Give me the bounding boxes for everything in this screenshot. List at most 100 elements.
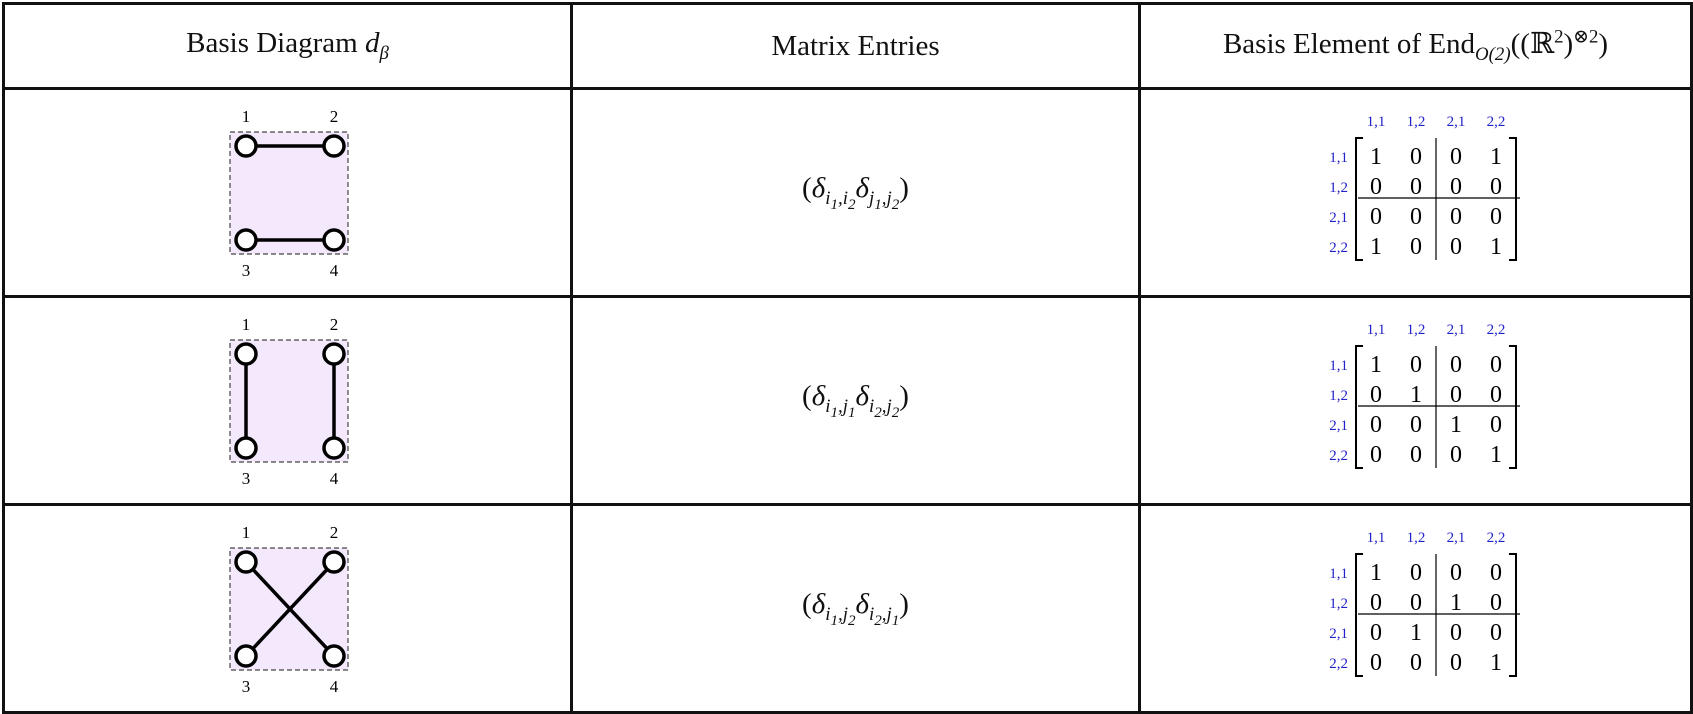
diagram-vertex [233, 436, 258, 460]
left-bracket [1354, 137, 1363, 261]
column-index-label: 2,2 [1486, 322, 1505, 338]
row-index-label: 1,1 [1329, 566, 1348, 582]
matrix-value: 0 [1370, 620, 1382, 646]
header-formula: EndO(2)((ℝ2)⊗2) [1428, 26, 1609, 65]
diagram-vertex [233, 342, 258, 366]
matrix-value: 1 [1450, 412, 1462, 438]
matrix-value: 0 [1370, 382, 1382, 408]
entry-cell: (δi1,j2δi2,j1) [570, 503, 1141, 714]
basis-matrix: 1,1 1,1 1,2 1,2 2,1 2,1 2,2 2,2 1 0 0 0 0 1 0 0 0 0 1 0 0 0 0 1 [1329, 322, 1520, 469]
matrix-value: 0 [1450, 620, 1462, 646]
row-index-label: 2,1 [1329, 626, 1348, 642]
matrix-value: 0 [1410, 560, 1422, 586]
matrix-value: 1 [1370, 352, 1382, 378]
matrix-value: 0 [1490, 352, 1502, 378]
matrix-value: 1 [1370, 560, 1382, 586]
diagram-vertex [233, 134, 258, 158]
header-basis-element: Basis Element of EndO(2)((ℝ2)⊗2) [1138, 2, 1693, 90]
diagram-cell: 1 2 3 4 [2, 295, 573, 506]
diagram-edge [244, 560, 335, 658]
matrix-value: 0 [1410, 234, 1422, 260]
column-index-label: 1,1 [1366, 530, 1385, 546]
basis-matrix: 1,1 1,1 1,2 1,2 2,1 2,1 2,2 2,2 1 0 0 1 0 0 0 0 0 0 0 0 1 0 0 1 [1329, 114, 1520, 261]
row-index-label: 2,2 [1329, 240, 1348, 256]
right-bracket [1508, 345, 1517, 469]
matrix-value: 0 [1410, 352, 1422, 378]
column-index-label: 2,1 [1446, 322, 1465, 338]
matrix-value: 0 [1450, 650, 1462, 676]
diagram-vertex [233, 644, 258, 668]
column-index-label: 1,1 [1366, 114, 1385, 130]
matrix-value: 0 [1450, 382, 1462, 408]
matrix-value: 0 [1450, 174, 1462, 200]
header-symbol: dβ [364, 27, 389, 64]
diagram-vertex [321, 644, 346, 668]
matrix-value: 0 [1410, 590, 1422, 616]
row-index-label: 1,2 [1329, 388, 1348, 404]
left-bracket [1354, 345, 1363, 469]
matrix-value: 0 [1490, 412, 1502, 438]
matrix-value: 0 [1410, 650, 1422, 676]
diagram-vertex [321, 134, 346, 158]
diagram-vertex [321, 436, 346, 460]
matrix-value: 0 [1450, 144, 1462, 170]
matrix-value: 1 [1370, 144, 1382, 170]
column-index-label: 2,2 [1486, 530, 1505, 546]
header-matrix-entries: Matrix Entries [570, 2, 1141, 90]
matrix-cell: 1,1 1,1 1,2 1,2 2,1 2,1 2,2 2,2 1 0 0 0 0 0 1 0 0 1 0 0 0 0 0 1 [1138, 503, 1693, 714]
row-index-label: 1,2 [1329, 596, 1348, 612]
matrix-value: 1 [1490, 234, 1502, 260]
matrix-cell: 1,1 1,1 1,2 1,2 2,1 2,1 2,2 2,2 1 0 0 0 0 1 0 0 0 0 1 0 0 0 0 1 [1138, 295, 1693, 506]
right-bracket [1508, 553, 1517, 677]
diagram-cell: 1 2 3 4 [2, 87, 573, 298]
matrix-value: 0 [1370, 650, 1382, 676]
vertex-label: 2 [329, 523, 338, 542]
basis-matrix: 1,1 1,1 1,2 1,2 2,1 2,1 2,2 2,2 1 0 0 0 0 0 1 0 0 1 0 0 0 0 0 1 [1329, 530, 1520, 677]
row-index-label: 2,2 [1329, 448, 1348, 464]
column-index-label: 2,2 [1486, 114, 1505, 130]
matrix-value: 0 [1490, 174, 1502, 200]
row-index-label: 2,1 [1329, 210, 1348, 226]
matrix-value: 1 [1490, 650, 1502, 676]
diagram-vertex [321, 342, 346, 366]
diagram-vertex [233, 228, 258, 252]
row-index-label: 1,2 [1329, 180, 1348, 196]
diagram-vertex [321, 228, 346, 252]
row-index-label: 2,2 [1329, 656, 1348, 672]
basis-diagram: 1 2 3 4 [228, 523, 349, 696]
matrix-value: 0 [1490, 382, 1502, 408]
table-row: 1 2 3 4 (δi1,j2δi2,j1) 1,1 1,1 1,2 1,2 2,1 2,1 2,… [2, 503, 1693, 714]
vertex-label: 3 [241, 469, 250, 488]
vertex-label: 1 [241, 107, 250, 126]
header-text: Basis Diagram [186, 27, 358, 60]
right-bracket [1508, 137, 1517, 261]
column-index-label: 1,2 [1406, 530, 1425, 546]
header-text: Matrix Entries [771, 29, 940, 62]
column-index-label: 2,1 [1446, 114, 1465, 130]
matrix-value: 0 [1490, 204, 1502, 230]
table-row: 1 2 3 4 (δi1,i2δj1,j2) 1,1 1,1 1,2 1,2 2,1 2,1 2,… [2, 87, 1693, 298]
header-basis-diagram: Basis Diagram dβ [2, 2, 573, 90]
matrix-entry-formula: (δi1,i2δj1,j2) [802, 171, 909, 213]
matrix-value: 0 [1410, 442, 1422, 468]
matrix-value: 1 [1450, 590, 1462, 616]
table-row: 1 2 3 4 (δi1,j1δi2,j2) 1,1 1,1 1,2 1,2 2,1 2,1 2,… [2, 295, 1693, 506]
header-row: Basis Diagram dβ Matrix Entries Basis El… [2, 2, 1693, 90]
matrix-value: 0 [1450, 234, 1462, 260]
matrix-value: 0 [1450, 352, 1462, 378]
matrix-value: 0 [1410, 144, 1422, 170]
matrix-value: 0 [1410, 204, 1422, 230]
left-bracket [1354, 553, 1363, 677]
vertex-label: 4 [329, 677, 338, 696]
matrix-value: 0 [1490, 590, 1502, 616]
entry-cell: (δi1,i2δj1,j2) [570, 87, 1141, 298]
matrix-value: 0 [1370, 412, 1382, 438]
matrix-value: 0 [1490, 620, 1502, 646]
basis-diagram: 1 2 3 4 [228, 315, 349, 488]
entry-cell: (δi1,j1δi2,j2) [570, 295, 1141, 506]
row-index-label: 2,1 [1329, 418, 1348, 434]
vertex-label: 4 [329, 261, 338, 280]
column-index-label: 1,2 [1406, 322, 1425, 338]
matrix-value: 1 [1410, 382, 1422, 408]
